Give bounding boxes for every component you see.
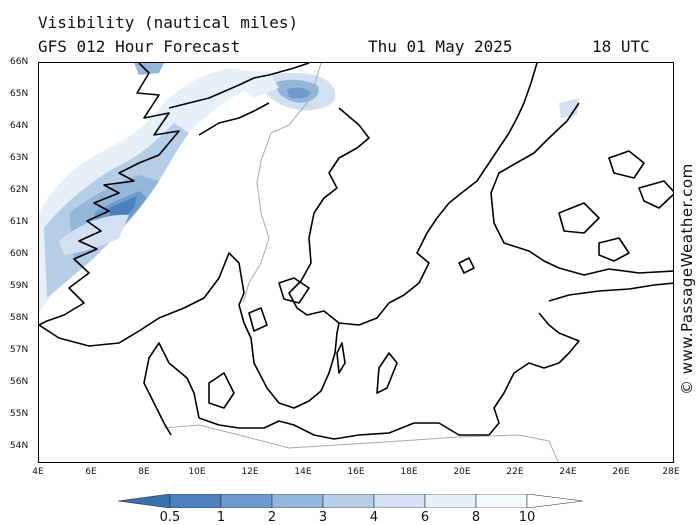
legend-swatch — [526, 494, 584, 508]
lat-label: 66N — [10, 57, 29, 67]
lon-label: 28E — [662, 467, 680, 477]
lat-label: 59N — [10, 281, 29, 291]
legend-label: 2 — [267, 510, 277, 525]
legend-label: 10 — [518, 510, 536, 525]
map-title: Visibility (nautical miles) — [38, 13, 299, 32]
lon-label: 20E — [453, 467, 471, 477]
legend-swatch — [475, 494, 528, 508]
visibility-shading — [39, 63, 579, 313]
legend-label: 8 — [471, 510, 481, 525]
legend-swatch — [169, 494, 222, 508]
lat-label: 57N — [10, 345, 29, 355]
forecast-time: 18 UTC — [592, 37, 650, 56]
map-canvas — [39, 63, 673, 462]
visibility-map[interactable] — [38, 62, 674, 463]
lat-label: 56N — [10, 377, 29, 387]
legend-swatch — [118, 494, 171, 508]
lat-label: 62N — [10, 185, 29, 195]
country-border — [242, 63, 322, 304]
legend-swatch — [271, 494, 324, 508]
model-label: GFS 012 Hour Forecast — [38, 37, 241, 56]
lon-label: 4E — [32, 467, 44, 477]
lat-label: 64N — [10, 121, 29, 131]
lon-label: 14E — [294, 467, 312, 477]
lat-label: 60N — [10, 249, 29, 259]
lon-label: 10E — [188, 467, 206, 477]
lon-label: 12E — [241, 467, 259, 477]
legend-label: 0.5 — [159, 510, 181, 525]
lon-label: 16E — [347, 467, 365, 477]
legend-swatch — [373, 494, 426, 508]
lon-label: 18E — [400, 467, 418, 477]
lon-label: 6E — [85, 467, 97, 477]
lat-label: 65N — [10, 89, 29, 99]
lon-label: 24E — [559, 467, 577, 477]
lat-label: 58N — [10, 313, 29, 323]
legend-swatch — [322, 494, 375, 508]
lon-label: 26E — [612, 467, 630, 477]
coastlines — [39, 63, 673, 440]
lon-label: 22E — [506, 467, 524, 477]
lat-label: 54N — [10, 441, 29, 451]
lat-label: 55N — [10, 409, 29, 419]
forecast-date: Thu 01 May 2025 — [368, 37, 513, 56]
legend-swatch — [424, 494, 477, 508]
credit-text: © www.PassageWeather.com — [678, 163, 696, 395]
legend-label: 3 — [318, 510, 328, 525]
lat-label: 63N — [10, 153, 29, 163]
lat-label: 61N — [10, 217, 29, 227]
legend-label: 1 — [216, 510, 226, 525]
legend-label: 6 — [420, 510, 430, 525]
legend-label: 4 — [369, 510, 379, 525]
country-border — [163, 424, 559, 462]
legend-swatch — [220, 494, 273, 508]
lon-label: 8E — [138, 467, 150, 477]
legend-colorbar — [118, 494, 584, 508]
